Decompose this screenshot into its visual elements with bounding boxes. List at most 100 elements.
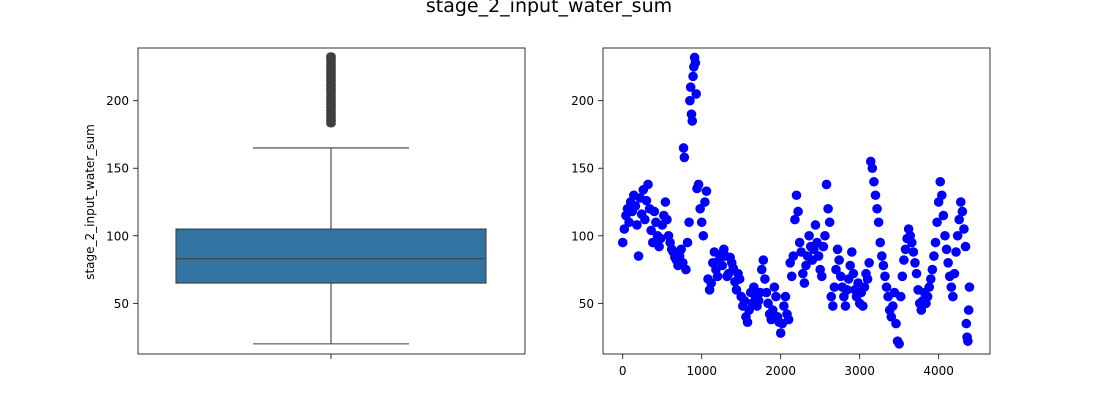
scatter-point xyxy=(681,264,691,275)
scatter-point xyxy=(695,203,705,214)
box-plot-outlier xyxy=(326,52,336,61)
scatter-point xyxy=(662,214,672,225)
scatter-point xyxy=(801,260,811,271)
scatter-point xyxy=(938,210,949,221)
scatter-point xyxy=(810,220,821,230)
scatter-point xyxy=(873,217,884,228)
scatter-point xyxy=(963,305,974,315)
scatter-point xyxy=(960,241,971,252)
scatter-point xyxy=(959,224,969,234)
scatter-point xyxy=(687,116,698,126)
scatter-plot-y-tick-label: 150 xyxy=(571,162,594,176)
scatter-point xyxy=(775,328,786,338)
scatter-point xyxy=(952,230,963,241)
scatter-point xyxy=(688,71,698,82)
scatter-point xyxy=(867,163,878,174)
scatter-point xyxy=(717,260,728,271)
scatter-point xyxy=(769,282,780,292)
box-plot-box xyxy=(175,228,487,284)
scatter-point xyxy=(869,176,879,187)
scatter-point xyxy=(831,264,841,275)
scatter-point xyxy=(696,217,707,228)
scatter-point xyxy=(929,251,939,261)
scatter-point xyxy=(842,285,852,295)
scatter-point xyxy=(916,305,927,315)
scatter-point xyxy=(630,201,641,211)
scatter-point xyxy=(682,237,693,248)
scatter-plot-marks xyxy=(617,52,975,349)
scatter-point xyxy=(768,305,778,315)
scatter-point xyxy=(818,241,829,252)
scatter-point xyxy=(924,282,934,292)
scatter-point xyxy=(949,268,960,279)
scatter-plot-x-tick-label: 4000 xyxy=(923,364,954,378)
scatter-point xyxy=(700,197,710,207)
scatter-point xyxy=(927,264,938,275)
scatter-point xyxy=(875,237,886,248)
scatter-point xyxy=(880,271,890,282)
box-plot-y-axis: 50 100 150 200 xyxy=(106,94,138,311)
scatter-point xyxy=(617,237,628,248)
box-plot-marks xyxy=(175,52,487,345)
scatter-plot-panel: 50 100 150 200 0 1000 2000 3000 4000 xyxy=(571,47,991,378)
scatter-plot-frame xyxy=(602,47,991,355)
scatter-point xyxy=(870,190,881,201)
scatter-point xyxy=(678,143,689,153)
scatter-point xyxy=(698,230,709,241)
scatter-plot-y-tick-label: 200 xyxy=(571,94,594,108)
scatter-point xyxy=(676,244,686,255)
scatter-point xyxy=(826,291,837,302)
scatter-point xyxy=(771,291,781,302)
scatter-point xyxy=(643,179,653,190)
scatter-point xyxy=(786,271,797,282)
scatter-point xyxy=(954,214,964,225)
scatter-point xyxy=(790,214,800,225)
scatter-point xyxy=(848,268,859,279)
box-plot-y-tick-label: 200 xyxy=(106,94,129,108)
scatter-point xyxy=(734,274,745,284)
scatter-point xyxy=(701,186,712,197)
scatter-point xyxy=(888,301,898,311)
scatter-point xyxy=(742,317,753,328)
scatter-point xyxy=(925,274,936,284)
scatter-plot-x-tick-label: 2000 xyxy=(765,364,796,378)
scatter-point xyxy=(693,179,704,190)
scatter-plot-x-tick-label: 0 xyxy=(619,364,627,378)
scatter-point xyxy=(804,230,814,241)
scatter-point xyxy=(963,336,973,346)
scatter-point xyxy=(779,301,789,311)
scatter-point xyxy=(886,312,897,322)
scatter-point xyxy=(763,298,773,309)
scatter-point xyxy=(951,247,961,257)
scatter-point xyxy=(660,197,671,207)
scatter-point xyxy=(821,179,832,190)
scatter-point xyxy=(685,82,696,92)
scatter-point xyxy=(943,258,953,268)
scatter-point xyxy=(864,258,874,268)
scatter-point xyxy=(859,282,870,292)
scatter-point xyxy=(828,301,838,311)
scatter-point xyxy=(823,203,833,214)
scatter-point xyxy=(881,282,892,292)
scatter-point xyxy=(895,291,906,302)
scatter-plot-x-tick-label: 1000 xyxy=(686,364,717,378)
scatter-point xyxy=(876,251,887,261)
scatter-point xyxy=(930,237,941,248)
scatter-point xyxy=(691,89,701,99)
scatter-point xyxy=(749,282,759,292)
scatter-point xyxy=(706,278,717,288)
scatter-point xyxy=(846,247,857,257)
scatter-point xyxy=(935,176,946,187)
scatter-point xyxy=(619,224,630,234)
scatter-point xyxy=(684,217,694,228)
scatter-point xyxy=(940,230,950,241)
scatter-plot-y-axis: 50 100 150 200 xyxy=(571,94,603,311)
scatter-point xyxy=(816,271,827,282)
scatter-plot-x-axis: 0 1000 2000 3000 4000 xyxy=(619,354,954,378)
scatter-plot-y-tick-label: 100 xyxy=(571,229,594,243)
scatter-point xyxy=(922,291,933,302)
scatter-point xyxy=(840,301,851,311)
box-plot-panel: 50 100 150 200 stage_2_input_water_sum xyxy=(83,47,526,359)
scatter-point xyxy=(862,274,873,284)
scatter-point xyxy=(910,258,920,268)
